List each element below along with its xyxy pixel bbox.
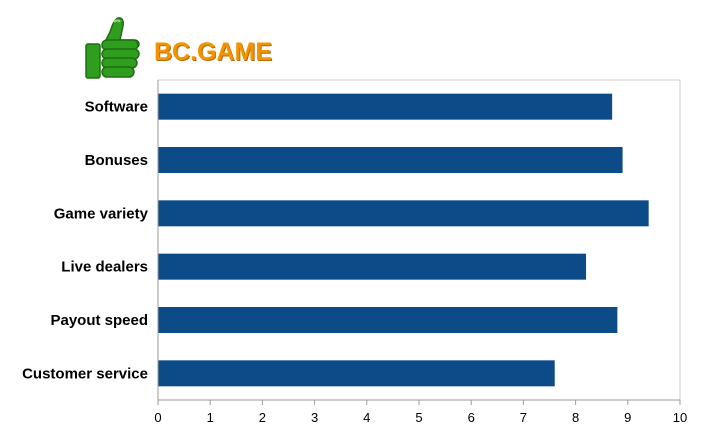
bar-game-variety bbox=[158, 200, 649, 227]
x-tick-label: 1 bbox=[207, 410, 214, 425]
bar-live-dealers bbox=[158, 253, 587, 280]
x-tick-label: 4 bbox=[363, 410, 370, 425]
x-tick-label: 3 bbox=[311, 410, 318, 425]
category-label: Software bbox=[85, 99, 148, 116]
category-label: Customer service bbox=[22, 365, 148, 382]
plot-frame bbox=[157, 79, 681, 401]
x-tick-label: 9 bbox=[624, 410, 631, 425]
category-label: Game variety bbox=[54, 205, 149, 222]
bar-customer-service bbox=[158, 360, 555, 387]
bar-payout-speed bbox=[158, 307, 618, 333]
category-label: Bonuses bbox=[85, 152, 148, 169]
x-tick-label: 5 bbox=[415, 410, 422, 425]
brand-title: BC.GAME bbox=[154, 38, 273, 66]
x-tick-label: 10 bbox=[673, 410, 687, 425]
x-tick-label: 8 bbox=[572, 410, 579, 425]
x-tick-label: 7 bbox=[520, 410, 527, 425]
bars-layer bbox=[158, 93, 649, 387]
category-label: Payout speed bbox=[50, 312, 148, 329]
x-tick-label: 0 bbox=[154, 410, 161, 425]
bar-software bbox=[158, 93, 613, 120]
thumbs-up-icon bbox=[85, 17, 140, 79]
bar-bonuses bbox=[158, 147, 623, 173]
category-labels-layer: Software Bonuses Game variety Live dealers P… bbox=[22, 99, 149, 383]
x-tick-label: 6 bbox=[468, 410, 475, 425]
category-label: Live dealers bbox=[61, 259, 148, 276]
x-axis: 0 1 2 3 4 5 6 7 8 9 10 bbox=[154, 79, 687, 425]
x-tick-label: 2 bbox=[259, 410, 266, 425]
